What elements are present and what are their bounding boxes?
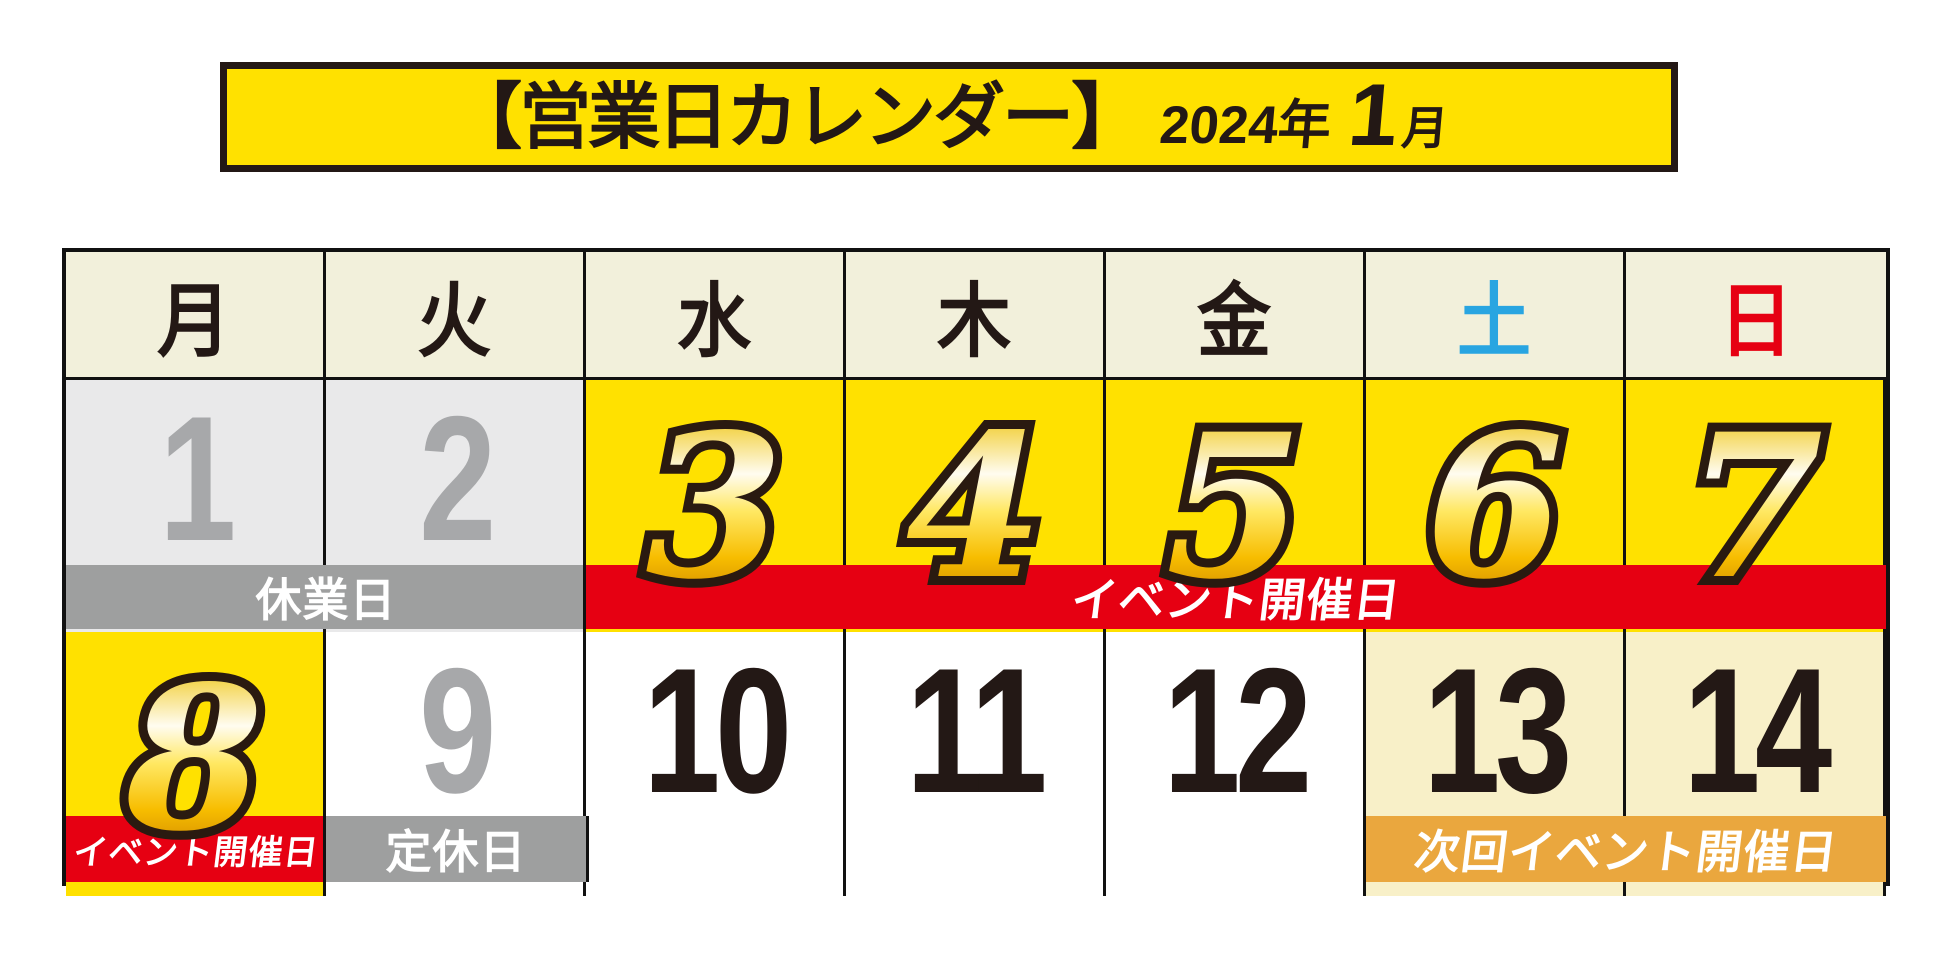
day-number-fill: 8 [125, 642, 264, 875]
status-banner-red: イベント開催日 [583, 565, 1886, 629]
status-banner-red: イベント開催日 [66, 816, 326, 882]
day-number: 55 [1157, 399, 1313, 615]
title-month-number: 1 [1344, 64, 1403, 164]
weekday-label: 木 [937, 274, 1012, 367]
day-number: 33 [637, 399, 793, 615]
day-number-outline: 3 [637, 399, 793, 615]
day-cell-11: 11 [846, 632, 1106, 896]
weekday-header-cell: 金 [1106, 252, 1366, 377]
day-number: 14 [1682, 631, 1832, 830]
weekday-header-cell: 火 [326, 252, 586, 377]
day-cell-8: 88 [66, 632, 326, 896]
weekday-label: 金 [1197, 274, 1272, 367]
status-banner-gray: 定休日 [323, 816, 589, 882]
day-number-outline: 4 [897, 399, 1053, 615]
status-banner-orange: 次回イベント開催日 [1363, 816, 1886, 882]
status-banner-label: 定休日 [385, 826, 527, 878]
day-number-fill: 3 [645, 390, 784, 623]
title-year: 2024年 [1157, 96, 1334, 156]
weekday-label: 土 [1457, 274, 1532, 367]
weekday-header-cell: 木 [846, 252, 1106, 377]
weekday-label: 月 [157, 274, 232, 367]
weekday-header-cell: 月 [66, 252, 326, 377]
calendar-week-row-2: 8891011121314イベント開催日定休日次回イベント開催日 [66, 631, 1886, 896]
day-number-fill: 6 [1425, 390, 1564, 623]
weekday-header-cell: 土 [1366, 252, 1626, 377]
title-banner: 【営業日カレンダー】 2024年 1 月 [220, 62, 1678, 172]
weekday-label: 水 [677, 274, 752, 367]
weekday-header-row: 月火水木金土日 [66, 252, 1886, 380]
status-banner-label: 休業日 [255, 574, 397, 626]
day-number-fill: 7 [1685, 390, 1824, 623]
day-number: 44 [897, 399, 1053, 615]
day-number-outline: 7 [1677, 399, 1833, 615]
day-number-outline: 8 [117, 651, 273, 867]
day-number-outline: 6 [1417, 399, 1573, 615]
day-cell-12: 12 [1106, 632, 1366, 896]
title-month-unit: 月 [1399, 102, 1451, 155]
day-number: 66 [1417, 399, 1573, 615]
weekday-label: 火 [417, 274, 492, 367]
day-number: 1 [158, 379, 236, 578]
day-number: 88 [117, 651, 273, 867]
day-number: 11 [906, 631, 1048, 830]
day-number-fill: 5 [1165, 390, 1304, 623]
day-number: 13 [1422, 631, 1572, 830]
banner-strip: イベント開催日 定休日 次回イベント開催日 [66, 816, 1886, 882]
calendar-week-row-1: 123344556677休業日イベント開催日 [66, 379, 1886, 642]
day-number: 9 [418, 631, 496, 830]
day-number: 77 [1677, 399, 1833, 615]
weekday-header-cell: 日 [1626, 252, 1886, 377]
weekday-label: 日 [1718, 274, 1794, 367]
day-number-fill: 4 [905, 390, 1044, 623]
day-number: 10 [642, 631, 792, 830]
day-number: 12 [1162, 631, 1312, 830]
weekday-header-cell: 水 [586, 252, 846, 377]
day-cell-7: 77 [1626, 380, 1886, 642]
banner-strip: 休業日 イベント開催日 [66, 565, 1886, 629]
day-number: 2 [418, 379, 496, 578]
page-title: 【営業日カレンダー】 [450, 77, 1143, 158]
status-banner-gray: 休業日 [66, 565, 586, 629]
day-cell-6: 66 [1366, 380, 1626, 642]
day-number-outline: 5 [1157, 399, 1313, 615]
day-cell-10: 10 [586, 632, 846, 896]
